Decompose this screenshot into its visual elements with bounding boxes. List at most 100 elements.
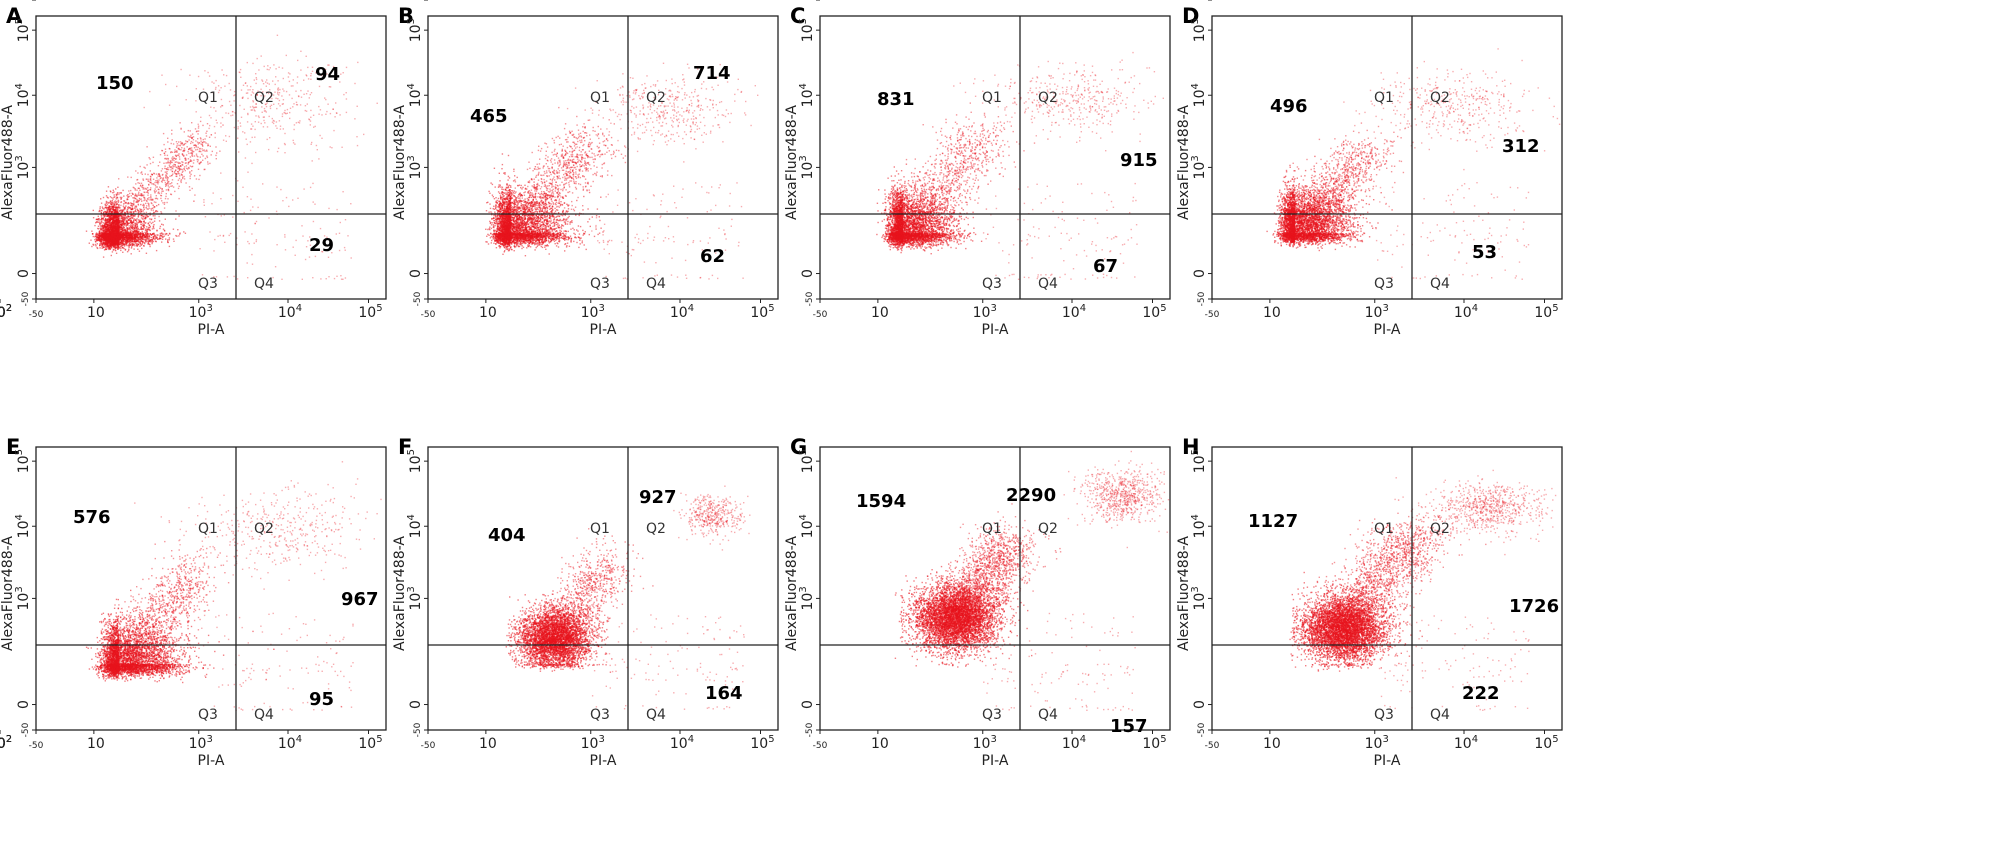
- event-dot: [146, 253, 147, 254]
- event-dot: [154, 221, 155, 222]
- event-dot: [102, 224, 103, 225]
- event-dot: [112, 198, 113, 199]
- event-dot: [100, 229, 101, 230]
- event-dot: [103, 197, 104, 198]
- event-dot: [143, 210, 144, 211]
- event-dot: [161, 232, 162, 233]
- event-dot: [161, 241, 162, 242]
- event-dot: [95, 244, 96, 245]
- event-dot: [142, 243, 143, 244]
- event-dot: [160, 226, 161, 227]
- event-dot: [130, 224, 131, 225]
- event-dot: [97, 222, 98, 223]
- event-dot: [127, 218, 128, 219]
- event-dot: [152, 228, 153, 229]
- event-dot: [135, 223, 136, 224]
- event-dot: [120, 248, 121, 249]
- event-dot: [139, 242, 140, 243]
- event-dot: [91, 246, 92, 247]
- event-dot: [141, 200, 142, 201]
- event-dot: [153, 224, 154, 225]
- event-dot: [144, 239, 145, 240]
- event-dot: [173, 229, 174, 230]
- event-dot: [159, 220, 160, 221]
- event-dot: [136, 245, 137, 246]
- event-dot: [148, 223, 149, 224]
- event-dot: [183, 231, 184, 232]
- event-dot: [117, 203, 118, 204]
- event-dot: [124, 225, 125, 226]
- event-dot: [110, 200, 111, 201]
- event-dot: [90, 240, 91, 241]
- event-dot: [98, 226, 99, 227]
- event-dot: [95, 222, 96, 223]
- event-dot: [159, 228, 160, 229]
- event-dot: [134, 218, 135, 219]
- event-dot: [103, 212, 104, 213]
- event-dot: [132, 217, 133, 218]
- event-dot: [122, 190, 123, 191]
- event-dot: [99, 247, 100, 248]
- event-dot: [100, 236, 101, 237]
- event-dot: [130, 218, 131, 219]
- event-dot: [133, 224, 134, 225]
- event-dot: [193, 201, 194, 202]
- event-dot: [113, 190, 114, 191]
- event-dot: [101, 216, 102, 217]
- event-dot: [94, 225, 95, 226]
- event-dot: [154, 233, 155, 234]
- event-dot: [95, 235, 96, 236]
- event-dot: [104, 211, 105, 212]
- event-dot: [103, 216, 104, 217]
- event-dot: [100, 198, 101, 199]
- event-dot: [139, 251, 140, 252]
- event-dot: [126, 225, 127, 226]
- event-dot: [165, 219, 166, 220]
- event-dot: [116, 253, 117, 254]
- event-dot: [142, 237, 143, 238]
- event-dot: [108, 202, 109, 203]
- event-dot: [178, 215, 179, 216]
- event-dot: [100, 219, 101, 220]
- plot-frame: [36, 16, 386, 299]
- event-dot: [100, 244, 101, 245]
- event-dot: [120, 197, 121, 198]
- event-dot: [128, 249, 129, 250]
- event-dot: [153, 215, 154, 216]
- event-dot: [128, 247, 129, 248]
- event-dot: [149, 244, 150, 245]
- event-dot: [162, 239, 163, 240]
- event-dot: [86, 231, 87, 232]
- event-dot: [117, 187, 118, 188]
- event-dot: [101, 221, 102, 222]
- event-dot: [161, 224, 162, 225]
- event-dot: [108, 186, 109, 187]
- event-dot: [137, 229, 138, 230]
- event-dot: [128, 208, 129, 209]
- event-dot: [167, 239, 168, 240]
- event-dot: [100, 206, 101, 207]
- event-dot: [102, 248, 103, 249]
- event-dot: [163, 224, 164, 225]
- event-dot: [140, 204, 141, 205]
- event-dot: [110, 216, 111, 217]
- event-dot: [141, 248, 142, 249]
- event-dot: [108, 217, 109, 218]
- event-dot: [102, 208, 103, 209]
- event-dot: [114, 194, 115, 195]
- event-dot: [157, 239, 158, 240]
- event-dot: [118, 202, 119, 203]
- event-dot: [112, 200, 113, 201]
- event-dot: [111, 197, 112, 198]
- event-dot: [146, 226, 147, 227]
- event-dot: [124, 245, 125, 246]
- event-dot: [148, 238, 149, 239]
- event-dot: [145, 241, 146, 242]
- event-dot: [165, 238, 166, 239]
- event-dot: [93, 236, 94, 237]
- event-dot: [101, 219, 102, 220]
- event-dot: [110, 204, 111, 205]
- event-dot: [173, 238, 174, 239]
- event-dot: [145, 228, 146, 229]
